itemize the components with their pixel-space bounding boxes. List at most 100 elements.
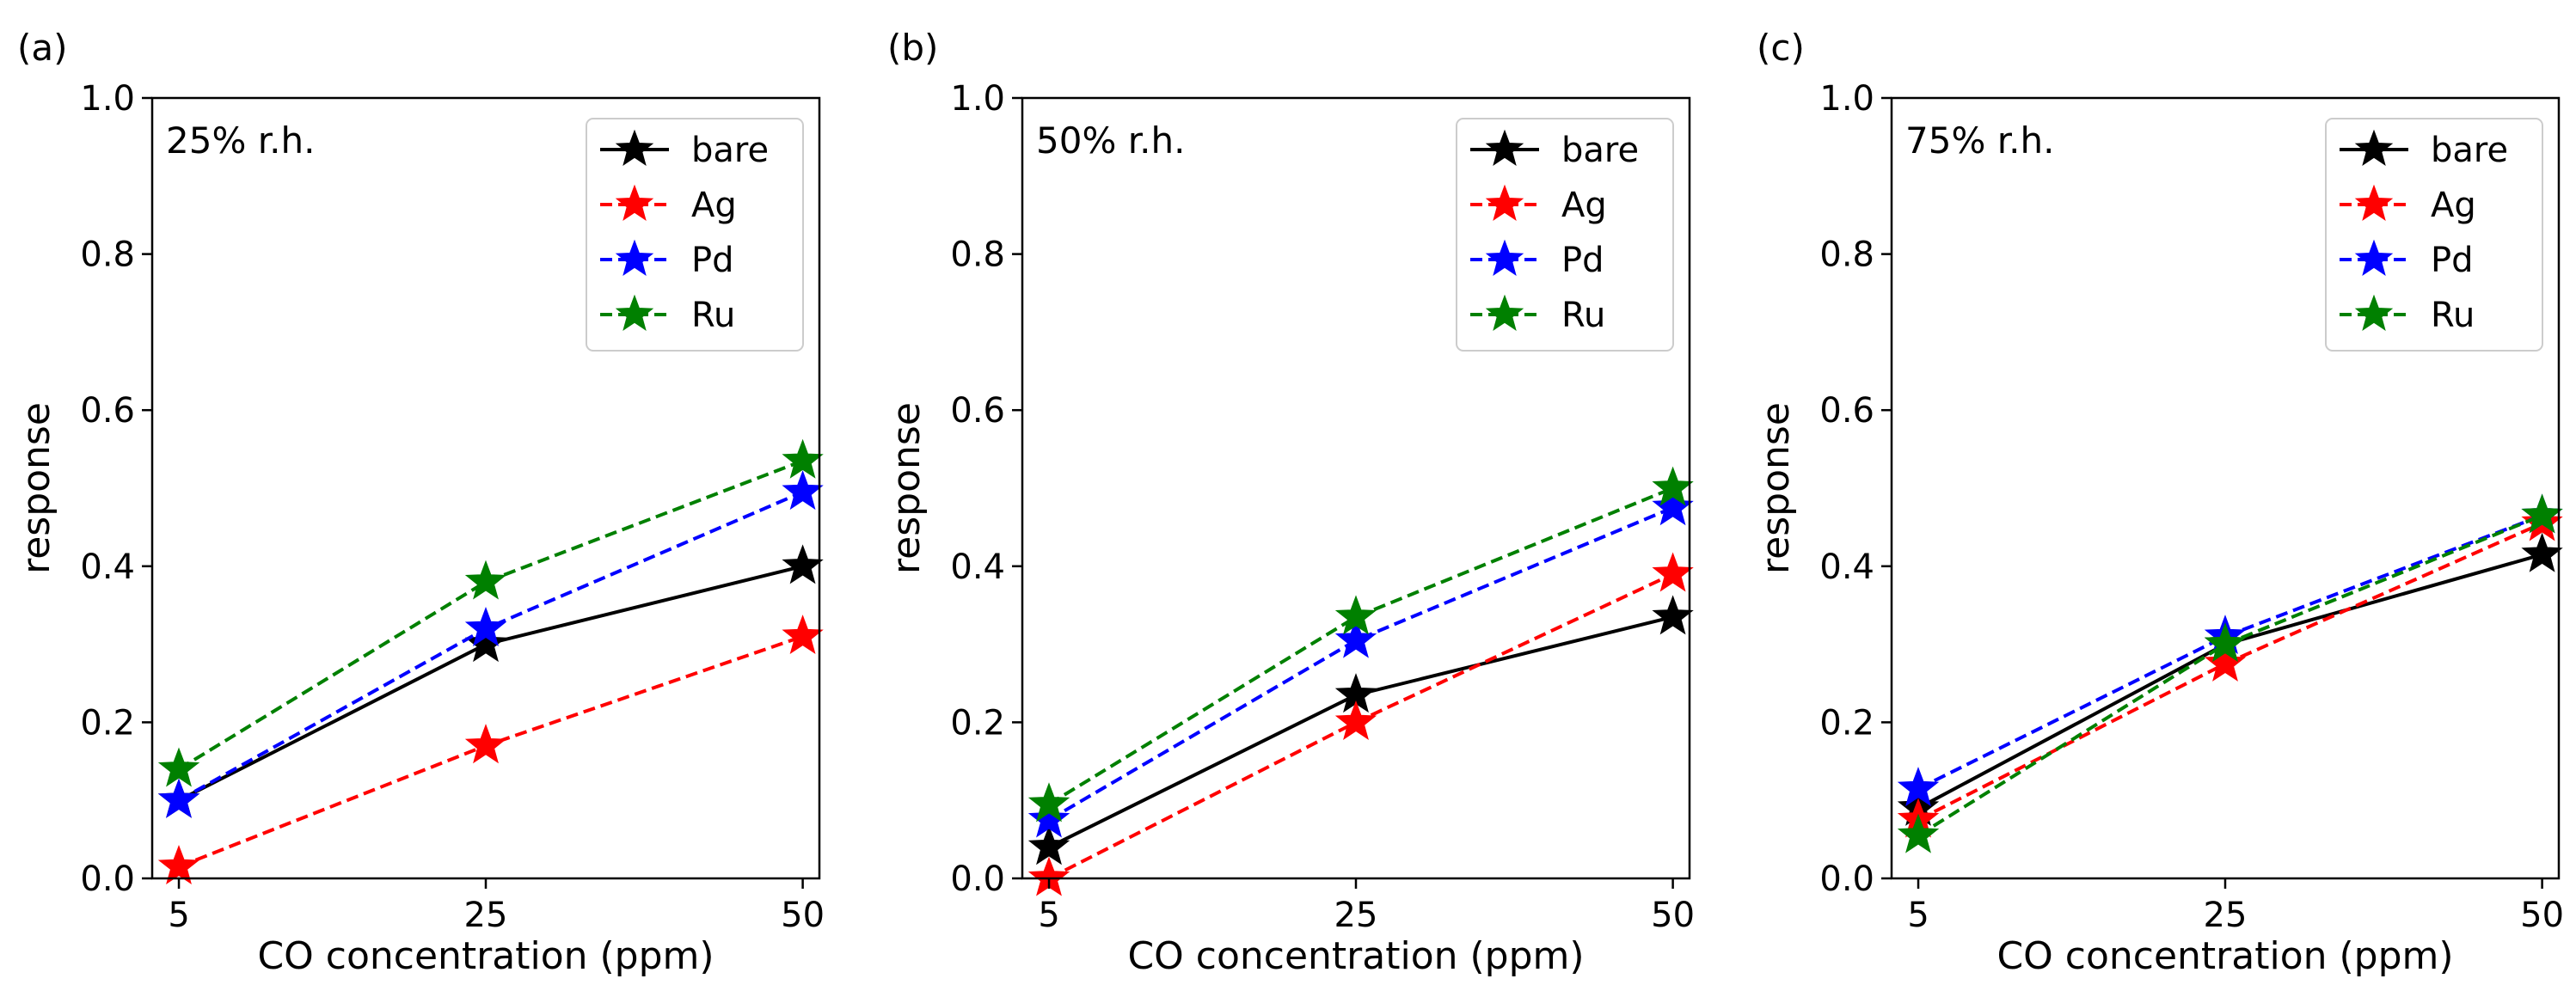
data-point-ru-50 (1652, 466, 1694, 506)
y-tick-label: 0.4 (1819, 547, 1874, 587)
legend-label-ag: Ag (2431, 186, 2476, 225)
y-tick-label: 0.0 (950, 859, 1005, 899)
legend-box (2325, 118, 2543, 352)
legend-marker-pd (615, 239, 654, 276)
y-tick-label: 0.4 (950, 547, 1005, 587)
x-tick-label: 50 (781, 896, 825, 935)
y-tick-label: 0.2 (80, 703, 135, 743)
series-line-pd (1917, 513, 2543, 791)
y-tick-label: 0.4 (80, 547, 135, 587)
x-tick-label: 5 (1907, 896, 1929, 935)
data-point-ag-25 (2204, 641, 2247, 682)
y-axis-label: response (1754, 402, 1798, 574)
y-tick-label: 0.2 (1819, 703, 1874, 743)
legend: bare Ag Pd Ru (1456, 118, 1674, 352)
data-point-ru-25 (464, 560, 507, 600)
data-point-bare-50 (1652, 595, 1694, 635)
y-tick-label: 0.0 (1819, 859, 1874, 899)
data-point-ag-5 (1027, 856, 1070, 896)
y-tick-label: 0.8 (950, 235, 1005, 275)
data-point-bare-50 (782, 544, 824, 584)
legend-label-pd: Pd (1561, 241, 1604, 280)
legend-box (586, 118, 804, 352)
legend-box (1456, 118, 1674, 352)
legend-marker-ru (615, 294, 654, 331)
data-point-bare-5 (1027, 825, 1070, 865)
x-tick-label: 50 (1651, 896, 1695, 935)
series-line-bare (178, 564, 804, 802)
legend: bare Ag Pd Ru (2325, 118, 2543, 352)
data-point-ru-5 (1027, 782, 1070, 823)
x-axis-label: CO concentration (ppm) (1127, 934, 1584, 978)
data-point-pd-25 (1334, 618, 1377, 658)
series-line-ru (1047, 486, 1674, 806)
humidity-annotation: 50% r.h. (1036, 119, 1185, 162)
data-point-ag-5 (157, 844, 200, 884)
chart-panel-c: (c) 0.0 0.2 0.4 0.6 0.8 1.0 5 25 50 CO concentrati… (1754, 27, 2564, 978)
legend-label-ru: Ru (691, 296, 735, 335)
series-line-ru (177, 459, 804, 771)
x-tick-label: 5 (168, 896, 189, 935)
y-axis-label: response (15, 402, 58, 574)
legend: bare Ag Pd Ru (586, 118, 804, 352)
panel-label: (c) (1757, 27, 1805, 69)
data-point-pd-5 (1027, 798, 1070, 838)
y-axis-label: response (885, 402, 929, 574)
legend-marker-bare (1485, 129, 1524, 166)
data-point-ru-25 (2204, 622, 2247, 663)
legend-marker-bare (2354, 129, 2394, 166)
y-tick-label: 0.6 (80, 391, 135, 431)
data-point-ag-50 (782, 615, 824, 655)
legend-label-ru: Ru (2431, 296, 2475, 335)
panel-label: (a) (17, 27, 68, 69)
legend-marker-ag (1485, 184, 1524, 221)
data-point-ru-50 (782, 438, 824, 479)
data-point-pd-50 (1652, 486, 1694, 526)
y-tick-label: 0.6 (950, 391, 1005, 431)
y-tick-label: 0.2 (950, 703, 1005, 743)
legend-label-ag: Ag (691, 186, 737, 225)
y-tick-label: 1.0 (1819, 79, 1874, 119)
data-point-ag-50 (1652, 552, 1694, 592)
y-tick-label: 1.0 (950, 79, 1005, 119)
x-tick-label: 25 (464, 896, 508, 935)
legend-label-pd: Pd (691, 241, 734, 280)
legend-label-ag: Ag (1561, 186, 1607, 225)
humidity-annotation: 25% r.h. (166, 119, 315, 162)
legend-marker-ag (615, 184, 654, 221)
series-line-bare (1917, 553, 2543, 810)
legend-label-pd: Pd (2431, 241, 2474, 280)
y-tick-label: 1.0 (80, 79, 135, 119)
legend-marker-pd (2354, 239, 2394, 276)
legend-label-bare: bare (1561, 131, 1639, 170)
data-point-pd-50 (782, 470, 824, 511)
x-axis-label: CO concentration (ppm) (257, 934, 714, 978)
humidity-annotation: 75% r.h. (1905, 119, 2054, 162)
data-point-ru-5 (157, 747, 200, 787)
legend-marker-pd (1485, 239, 1524, 276)
data-point-ag-25 (464, 724, 507, 764)
x-axis-label: CO concentration (ppm) (1996, 934, 2453, 978)
legend-marker-ru (2354, 294, 2394, 331)
chart-panel-b: (b) 0.0 0.2 0.4 0.6 0.8 1.0 5 25 50 CO concentrati… (885, 27, 1695, 978)
x-tick-label: 5 (1038, 896, 1059, 935)
y-tick-label: 0.8 (80, 235, 135, 275)
legend-label-bare: bare (691, 131, 769, 170)
panel-label: (b) (887, 27, 938, 69)
chart-panel-a: (a) 0.0 0.2 0.4 0.6 0.8 1.0 5 25 50 CO concentrati… (15, 27, 825, 978)
data-point-ru-5 (1897, 813, 1940, 853)
data-point-ru-25 (1334, 595, 1377, 635)
data-point-ag-25 (1334, 700, 1377, 740)
data-point-pd-25 (464, 606, 507, 647)
data-point-pd-5 (157, 778, 200, 818)
x-tick-label: 25 (2204, 896, 2248, 935)
data-point-bare-50 (2521, 532, 2563, 572)
data-point-pd-5 (1897, 767, 1940, 807)
legend-label-bare: bare (2431, 131, 2508, 170)
series-line-pd (1047, 505, 1674, 822)
legend-marker-ag (2354, 184, 2394, 221)
x-tick-label: 50 (2520, 896, 2564, 935)
legend-marker-ru (1485, 294, 1524, 331)
y-tick-label: 0.6 (1819, 391, 1874, 431)
